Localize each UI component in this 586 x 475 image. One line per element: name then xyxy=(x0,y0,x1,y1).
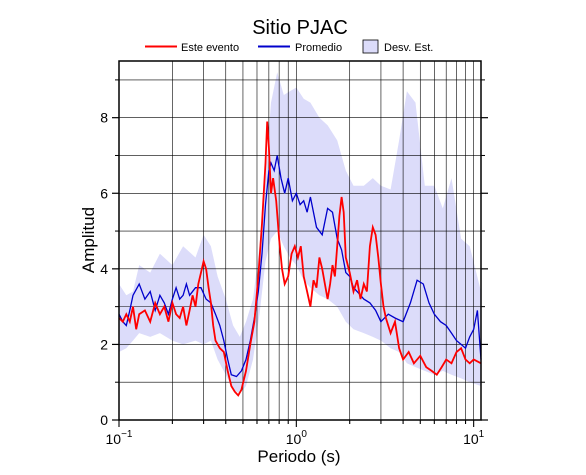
y-axis-title: Amplitud xyxy=(79,207,98,273)
legend-swatch-patch xyxy=(362,39,379,54)
y-tick-label: 0 xyxy=(100,412,108,428)
x-tick-label: 101 xyxy=(463,429,485,447)
axis-ticks: 0 2 4 6 8 10−1 100 101 xyxy=(100,79,488,447)
x-tick-label: 100 xyxy=(286,429,308,447)
y-tick-label: 4 xyxy=(100,261,108,277)
x-axis-title: Periodo (s) xyxy=(257,447,340,466)
y-tick-label: 2 xyxy=(100,336,108,352)
legend-label: Este evento xyxy=(181,42,239,54)
legend: Este evento Promedio Desv. Est. xyxy=(145,39,433,54)
plot-area: 0 2 4 6 8 10−1 100 101 xyxy=(100,60,488,447)
x-tick-label: 10−1 xyxy=(106,429,133,447)
series-promedio-line xyxy=(118,155,482,378)
plot-frame xyxy=(118,60,482,421)
legend-label: Promedio xyxy=(295,42,342,54)
legend-label: Desv. Est. xyxy=(384,42,433,54)
y-tick-label: 8 xyxy=(100,110,108,126)
std-dev-band xyxy=(119,72,481,394)
series-este-evento-line xyxy=(118,121,482,397)
y-tick-label: 6 xyxy=(100,185,108,201)
chart-title: Sitio PJAC xyxy=(252,17,348,39)
